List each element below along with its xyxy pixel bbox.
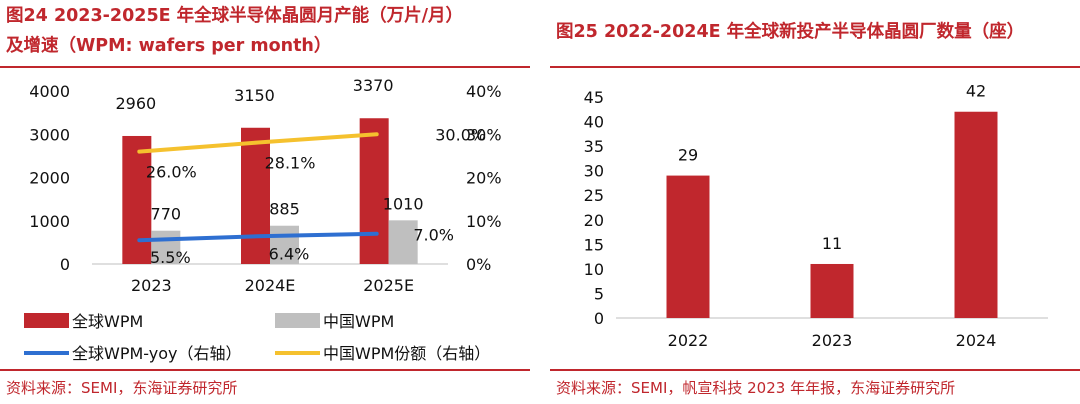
china-wpm-bar bbox=[270, 225, 299, 264]
left-x-tick-label: 2024E bbox=[245, 276, 296, 295]
china-wpm-data-label: 770 bbox=[151, 205, 182, 224]
china-wpm-bar bbox=[388, 220, 418, 264]
global-yoy-data-label: 7.0% bbox=[413, 226, 454, 245]
right-y-tick-label: 20 bbox=[584, 211, 604, 230]
right-y-tick-label: 40 bbox=[584, 113, 604, 132]
left-title-line2: 及增速（WPM: wafers per month） bbox=[6, 36, 332, 56]
china-wpm-data-label: 1010 bbox=[383, 194, 424, 213]
global-yoy-data-label: 6.4% bbox=[269, 244, 310, 263]
right-y-tick-label: 25 bbox=[584, 186, 604, 205]
right-figure: 图25 2022-2024E 年全球新投产半导体晶圆厂数量（座） 0 5 10 15 2… bbox=[550, 0, 1080, 404]
left-y2-tick-label: 10% bbox=[466, 212, 502, 231]
right-y-tick-label: 0 bbox=[594, 309, 604, 328]
global-wpm-data-label: 3150 bbox=[234, 86, 275, 105]
china-share-data-label: 30.0% bbox=[435, 125, 486, 144]
legend-china-share-label: 中国WPM份额（右轴） bbox=[323, 344, 490, 363]
fab-count-data-label: 29 bbox=[678, 146, 698, 165]
right-title: 图25 2022-2024E 年全球新投产半导体晶圆厂数量（座） bbox=[556, 22, 1025, 42]
right-x-tick-label: 2022 bbox=[668, 331, 709, 350]
fab-count-bar bbox=[666, 175, 710, 318]
legend-china-wpm-swatch bbox=[275, 313, 320, 328]
global-wpm-data-label: 3370 bbox=[353, 76, 394, 95]
global-wpm-bar bbox=[241, 127, 270, 264]
left-y-tick-label: 2000 bbox=[29, 169, 70, 188]
fab-count-bar bbox=[810, 263, 854, 318]
china-wpm-data-label: 885 bbox=[269, 200, 300, 219]
right-y-tick-label: 45 bbox=[584, 88, 604, 107]
china-share-data-label: 26.0% bbox=[146, 163, 197, 182]
fab-count-data-label: 11 bbox=[822, 234, 842, 253]
left-source: 资料来源：SEMI，东海证券研究所 bbox=[6, 379, 238, 397]
china-wpm-bar bbox=[151, 230, 181, 264]
right-title-rule bbox=[550, 66, 1080, 68]
right-chart: 0 5 10 15 20 25 30 35 40 45 2022 2023 2024 29 11 42 bbox=[584, 82, 1048, 350]
left-y2-tick-label: 0% bbox=[466, 255, 491, 274]
legend-global-wpm-label: 全球WPM bbox=[72, 312, 143, 331]
fab-count-data-label: 42 bbox=[966, 82, 986, 101]
left-source-rule bbox=[0, 369, 530, 371]
legend-china-wpm-label: 中国WPM bbox=[323, 312, 394, 331]
china-share-line bbox=[137, 132, 379, 154]
right-y-tick-label: 35 bbox=[584, 137, 604, 156]
left-x-tick-label: 2023 bbox=[131, 276, 172, 295]
left-y-tick-label: 1000 bbox=[29, 212, 70, 231]
left-figure: 图24 2023-2025E 年全球半导体晶圆月产能（万片/月） 及增速（WPM… bbox=[0, 0, 530, 404]
fab-count-bar bbox=[954, 111, 998, 318]
china-share-data-label: 28.1% bbox=[265, 153, 316, 172]
left-title-rule bbox=[0, 66, 530, 68]
left-y-tick-label: 0 bbox=[60, 255, 70, 274]
legend-global-yoy-label: 全球WPM-yoy（右轴） bbox=[72, 344, 242, 363]
right-y-tick-label: 30 bbox=[584, 162, 604, 181]
global-yoy-data-label: 5.5% bbox=[150, 248, 191, 267]
global-wpm-bar bbox=[122, 135, 152, 264]
left-y-tick-label: 4000 bbox=[29, 82, 70, 101]
left-title-line1: 图24 2023-2025E 年全球半导体晶圆月产能（万片/月） bbox=[6, 6, 464, 26]
global-wpm-data-label: 2960 bbox=[115, 94, 156, 113]
right-x-tick-label: 2024 bbox=[956, 331, 997, 350]
global-wpm-bar bbox=[359, 118, 389, 264]
legend-global-wpm-swatch bbox=[24, 313, 69, 328]
right-y-tick-label: 15 bbox=[584, 235, 604, 254]
left-x-tick-label: 2025E bbox=[363, 276, 414, 295]
left-y-tick-label: 3000 bbox=[29, 125, 70, 144]
left-y2-tick-label: 40% bbox=[466, 82, 502, 101]
global-yoy-line bbox=[137, 231, 379, 243]
right-y-tick-label: 5 bbox=[594, 284, 604, 303]
left-chart: 0 1000 2000 3000 4000 0% 10% 20% 30% 40% 2023 2024E… bbox=[24, 76, 502, 363]
right-y-tick-label: 10 bbox=[584, 260, 604, 279]
left-y2-tick-label: 20% bbox=[466, 169, 502, 188]
right-source-rule bbox=[550, 369, 1080, 371]
right-source: 资料来源：SEMI，帆宣科技 2023 年年报，东海证券研究所 bbox=[556, 379, 956, 397]
left-y2-tick-label: 30% bbox=[466, 125, 502, 144]
right-x-tick-label: 2023 bbox=[812, 331, 853, 350]
